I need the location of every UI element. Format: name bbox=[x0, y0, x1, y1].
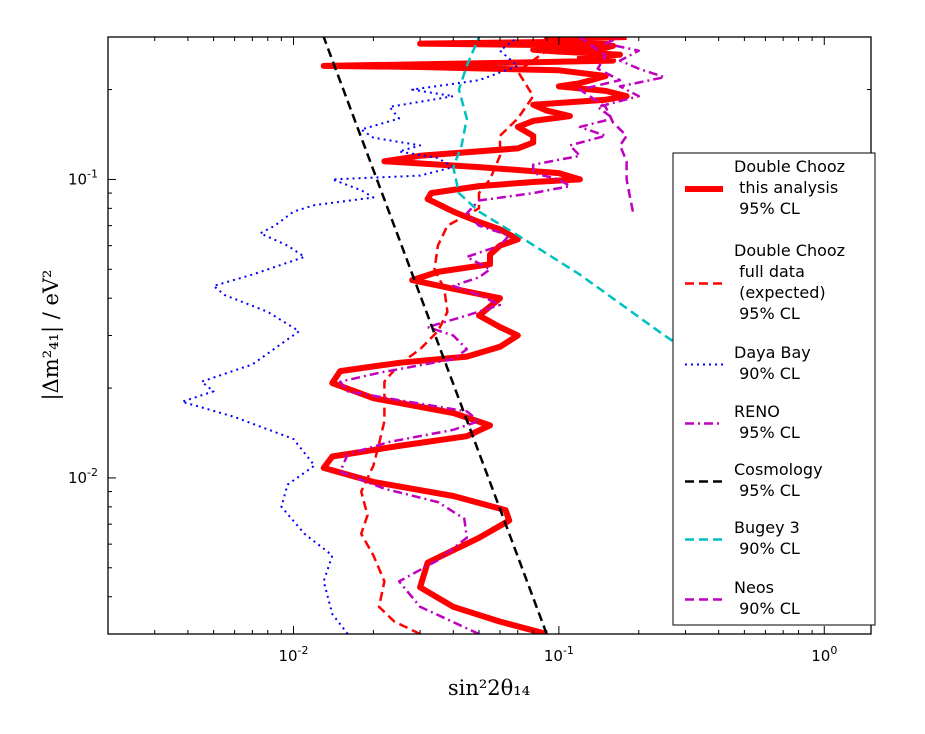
legend: Double Chooz this analysis 95% CLDouble … bbox=[672, 152, 876, 626]
series-line-3 bbox=[338, 37, 666, 634]
legend-line: 90% CL bbox=[734, 539, 800, 558]
x-tick-exponent: -1 bbox=[563, 644, 574, 657]
series-line-4 bbox=[322, 37, 548, 634]
series-layer bbox=[181, 37, 813, 634]
x-tick-exponent: 0 bbox=[830, 644, 837, 657]
y-axis-label: |Δm²₄₁| / eV² bbox=[39, 270, 64, 401]
x-tick-label: 100 bbox=[811, 644, 837, 665]
series-line-6 bbox=[578, 37, 635, 212]
legend-line: Neos bbox=[734, 578, 774, 597]
y-tick-label: 10-1 bbox=[68, 167, 98, 188]
legend-line: Bugey 3 bbox=[734, 518, 800, 537]
y-tick-label: 10-2 bbox=[68, 466, 98, 487]
legend-label-2: Daya Bay 90% CL bbox=[734, 343, 811, 383]
legend-label-4: Cosmology 95% CL bbox=[734, 460, 823, 500]
x-axis-label: sin²2θ₁₄ bbox=[448, 676, 530, 700]
legend-line: 95% CL bbox=[734, 304, 800, 323]
y-tick-base: 10 bbox=[68, 170, 87, 188]
legend-line: this analysis bbox=[734, 178, 838, 197]
legend-label-6: Neos 90% CL bbox=[734, 578, 800, 618]
x-tick-label: 10-1 bbox=[544, 644, 574, 665]
legend-line: full data bbox=[734, 262, 805, 281]
y-tick-exponent: -1 bbox=[87, 167, 98, 180]
legend-label-1: Double Chooz full data (expected) 95% CL bbox=[734, 241, 845, 323]
legend-entries: Double Chooz this analysis 95% CLDouble … bbox=[685, 157, 845, 618]
series-line-1 bbox=[359, 37, 581, 634]
legend-line: (expected) bbox=[734, 283, 826, 302]
x-tick-base: 10 bbox=[544, 647, 563, 665]
x-tick-base: 10 bbox=[278, 647, 297, 665]
series-line-0 bbox=[320, 37, 630, 634]
legend-label-3: RENO 95% CL bbox=[734, 402, 800, 442]
legend-line: RENO bbox=[734, 402, 780, 421]
legend-line: 90% CL bbox=[734, 599, 800, 618]
x-tick-base: 10 bbox=[811, 647, 830, 665]
x-tick-label: 10-2 bbox=[278, 644, 308, 665]
legend-line: Cosmology bbox=[734, 460, 823, 479]
y-tick-exponent: -2 bbox=[87, 466, 98, 479]
legend-line: 95% CL bbox=[734, 199, 800, 218]
legend-line: Daya Bay bbox=[734, 343, 811, 362]
series-line-2 bbox=[181, 37, 519, 634]
y-tick-base: 10 bbox=[68, 469, 87, 487]
legend-line: 90% CL bbox=[734, 364, 800, 383]
legend-line: Double Chooz bbox=[734, 157, 845, 176]
x-tick-exponent: -2 bbox=[298, 644, 309, 657]
legend-line: 95% CL bbox=[734, 423, 800, 442]
legend-box bbox=[672, 152, 876, 626]
legend-line: 95% CL bbox=[734, 481, 800, 500]
series-line-5 bbox=[452, 37, 813, 436]
legend-label-0: Double Chooz this analysis 95% CL bbox=[734, 157, 845, 218]
legend-label-5: Bugey 3 90% CL bbox=[734, 518, 800, 558]
legend-line: Double Chooz bbox=[734, 241, 845, 260]
x-tick-labels: 10-2 10-1 100 bbox=[278, 644, 837, 665]
y-tick-labels: 10-210-1 bbox=[68, 167, 98, 487]
